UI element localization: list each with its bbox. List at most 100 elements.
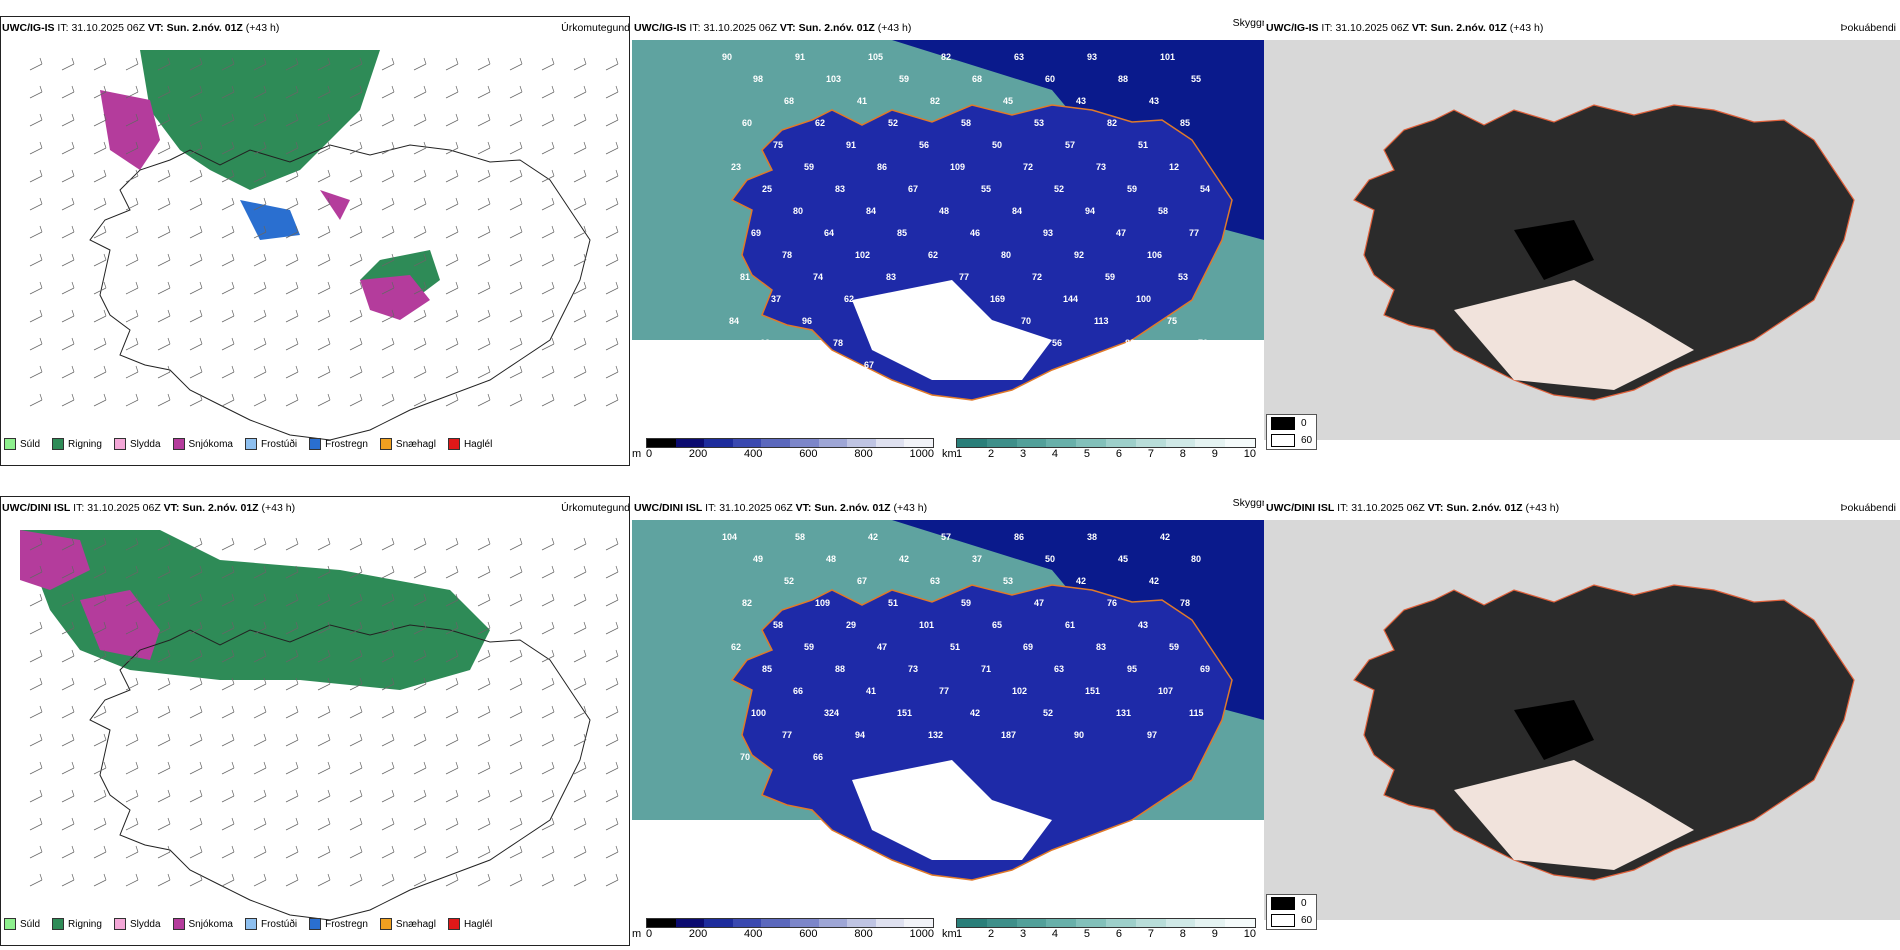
colorbar-tick: 3	[1019, 928, 1027, 940]
wind-barb	[317, 705, 331, 719]
legend-item: Frostúði	[244, 918, 297, 930]
wind-barb	[285, 337, 299, 351]
wind-barb	[509, 169, 523, 183]
visibility-label: 80	[1125, 338, 1135, 348]
wind-barb	[221, 733, 235, 747]
wind-barb	[349, 57, 363, 71]
wind-barb	[477, 169, 491, 183]
colorbar-tick: 8	[1179, 448, 1186, 460]
fog-map-svg	[1264, 40, 1900, 440]
wind-barb	[477, 337, 491, 351]
wind-barb	[285, 281, 299, 295]
wind-barb	[509, 761, 523, 775]
colorbar-swatches	[956, 918, 1256, 928]
wind-barb	[477, 845, 491, 859]
wind-barb	[93, 337, 107, 351]
visibility-label: 62	[731, 642, 741, 652]
wind-barb	[381, 593, 395, 607]
wind-barb	[125, 789, 139, 803]
colorbar-ticks: 0 200 400 600 800 1000	[646, 928, 934, 940]
legend-swatch	[244, 438, 257, 450]
visibility-labels: 104 58 42 57 86 38 42 49 48 42 37 50 45 80 52 67 63 53 42 4…	[722, 532, 1210, 762]
fog-legend-row: 0	[1267, 415, 1316, 432]
visibility-label: 107	[1158, 686, 1173, 696]
colorbar-tick: 800	[854, 928, 873, 940]
wind-barb	[189, 253, 203, 267]
visibility-label: 100	[1136, 294, 1151, 304]
visibility-label: 47	[1116, 228, 1126, 238]
visibility-label: 45	[1003, 96, 1013, 106]
wind-barb	[125, 253, 139, 267]
wind-barb	[349, 789, 363, 803]
wind-barb	[253, 565, 267, 579]
wind-barb	[317, 85, 331, 99]
visibility-label: 37	[771, 294, 781, 304]
colorbar-tick: 800	[854, 448, 873, 460]
colorbar-cell	[732, 439, 762, 447]
visibility-label: 53	[1178, 272, 1188, 282]
colorbar-tick: 400	[744, 928, 763, 940]
wind-barb	[189, 57, 203, 71]
wind-barb	[349, 733, 363, 747]
wind-barb	[317, 225, 331, 239]
wind-barb	[285, 565, 299, 579]
wind-barb	[189, 365, 203, 379]
wind-barb	[221, 365, 235, 379]
wind-barb	[125, 141, 139, 155]
visibility-label: 57	[941, 532, 951, 542]
colorbar-tick: 600	[799, 448, 818, 460]
wind-barb	[189, 817, 203, 831]
wind-barb	[29, 761, 43, 775]
wind-barb	[509, 593, 523, 607]
wind-barb	[573, 593, 587, 607]
visibility-label: 78	[1180, 598, 1190, 608]
wind-barb	[253, 817, 267, 831]
wind-barb	[157, 565, 171, 579]
wind-barb	[285, 169, 299, 183]
fog-legend: 0 60	[1266, 894, 1318, 930]
visibility-label: 106	[1147, 250, 1162, 260]
precip-shapes	[20, 530, 619, 921]
legend-swatch	[379, 438, 392, 450]
colorbar-cell	[704, 919, 733, 927]
wind-barb	[29, 817, 43, 831]
wind-barb	[605, 253, 619, 267]
visibility-label: 151	[1085, 686, 1100, 696]
wind-barb	[189, 85, 203, 99]
visibility-label: 83	[1096, 642, 1106, 652]
wind-barb	[125, 761, 139, 775]
wind-barb	[61, 197, 75, 211]
visibility-label: 96	[802, 316, 812, 326]
wind-barb	[605, 761, 619, 775]
legend-item: Haglél	[447, 438, 492, 450]
wind-barb	[573, 705, 587, 719]
visibility-label: 67	[908, 184, 918, 194]
wind-barb	[477, 565, 491, 579]
wind-barb	[573, 141, 587, 155]
wind-barb	[413, 57, 427, 71]
wind-barb	[605, 225, 619, 239]
wind-barb	[221, 537, 235, 551]
wind-barb	[189, 281, 203, 295]
fog-legend-label: 60	[1301, 915, 1313, 926]
wind-barb	[189, 309, 203, 323]
wind-barb	[445, 537, 459, 551]
visibility-label: 43	[1138, 620, 1148, 630]
visibility-label: 90	[722, 52, 732, 62]
fog-legend-swatch	[1271, 897, 1295, 910]
visibility-label: 58	[1158, 206, 1168, 216]
wind-barb	[125, 57, 139, 71]
wind-barb	[285, 705, 299, 719]
visibility-label: 109	[815, 598, 830, 608]
wind-barb	[93, 649, 107, 663]
visibility-label: 60	[1045, 74, 1055, 84]
wind-barb	[381, 537, 395, 551]
wind-barb	[61, 393, 75, 407]
legend-label: Snjókoma	[188, 438, 233, 450]
wind-barb	[221, 593, 235, 607]
legend-label: Snæhagl	[395, 438, 436, 450]
wind-barb	[477, 649, 491, 663]
visibility-label: 47	[877, 642, 887, 652]
visibility-label: 55	[906, 338, 916, 348]
wind-barb	[349, 565, 363, 579]
